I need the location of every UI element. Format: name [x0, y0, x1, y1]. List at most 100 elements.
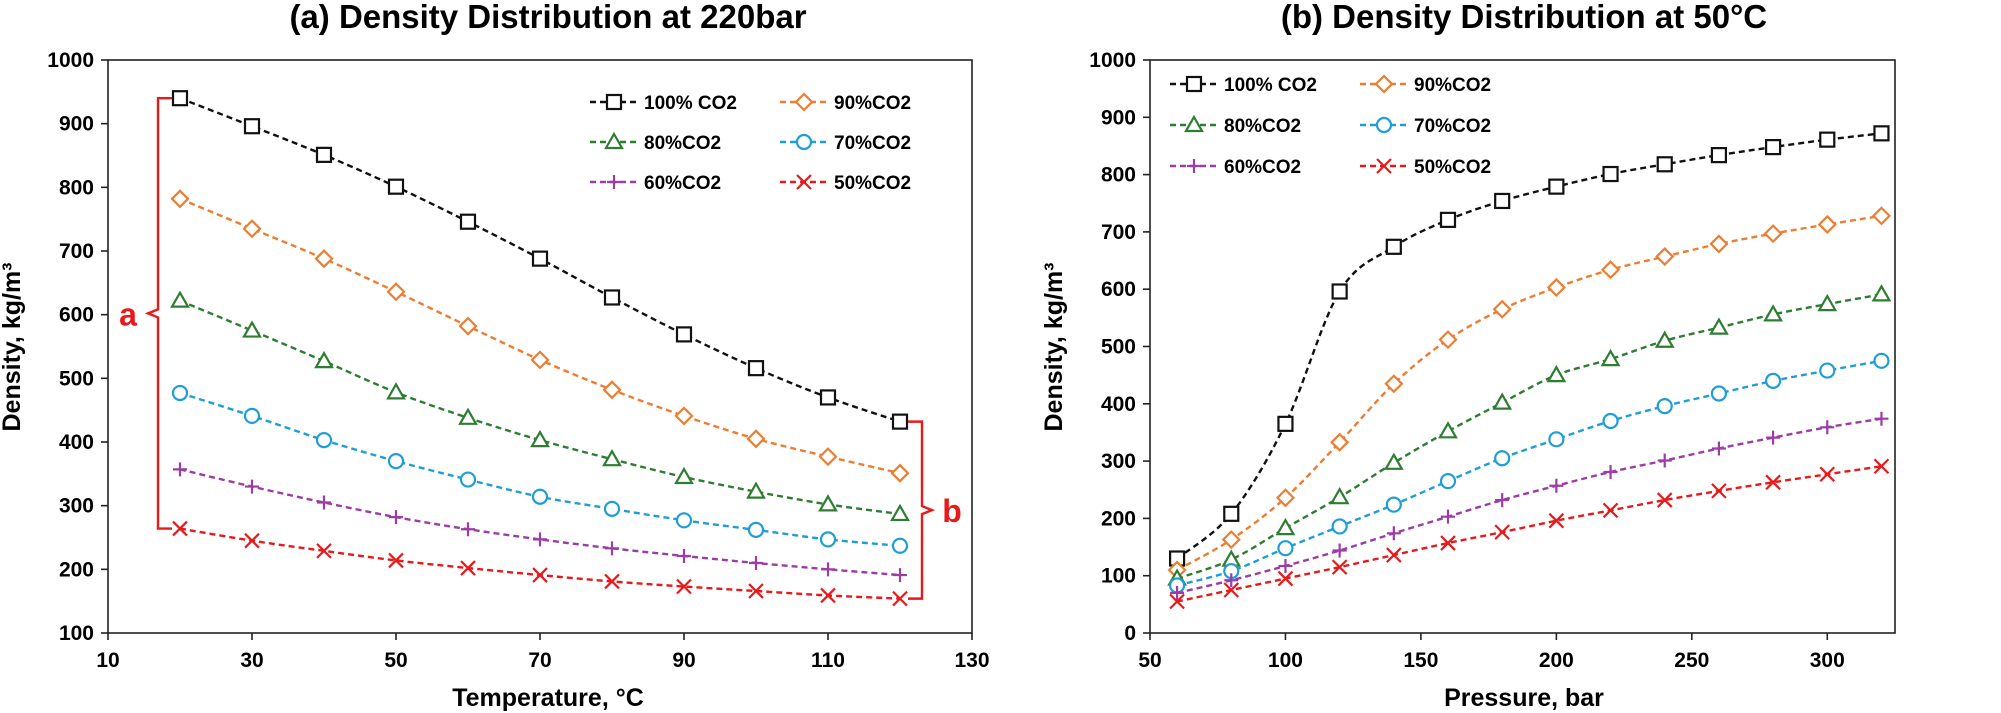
chart-b-data-point	[1386, 526, 1401, 541]
chart-b-data-point	[1819, 131, 1836, 148]
chart-a-data-point	[173, 462, 187, 477]
chart-b-legend-label: 70%CO2	[1414, 116, 1491, 137]
chart-a-data-point	[533, 532, 547, 547]
chart-a-data-point	[819, 531, 837, 548]
chart-a-data-point	[386, 382, 406, 400]
chart-a-data-point	[531, 488, 549, 505]
chart-b-data-point	[1223, 505, 1240, 522]
chart-b-y-tick-label: 800	[1101, 164, 1136, 187]
chart-b-data-point	[1765, 474, 1781, 491]
chart-b-data-point	[1494, 450, 1511, 467]
chart-b-data-point	[1386, 547, 1402, 563]
chart-a-x-tick-label: 70	[528, 649, 551, 672]
chart-a-data-point	[820, 587, 836, 604]
chart-b-legend-label: 50%CO2	[1414, 157, 1491, 178]
chart-b-data-point	[1277, 570, 1294, 587]
chart-b-y-tick-label: 700	[1101, 221, 1136, 244]
chart-b-data-point	[1331, 559, 1348, 575]
chart-a-title: (a) Density Distribution at 220bar	[289, 0, 806, 35]
chart-a-data-point	[674, 466, 694, 485]
chart-a-data-point	[746, 481, 766, 499]
chart-a-y-tick-label: 700	[59, 240, 94, 263]
chart-b-x-tick-label: 200	[1539, 649, 1574, 672]
chart-a-annotation-label-b: b	[942, 493, 962, 529]
chart-b-data-point	[1603, 464, 1618, 479]
chart-b-data-point	[1602, 165, 1619, 183]
chart-a-data-point	[314, 249, 334, 269]
chart-b-data-point	[1873, 125, 1890, 142]
chart-b-data-point	[1223, 582, 1240, 598]
chart-b-ylabel: Density, kg/m³	[1040, 262, 1068, 431]
chart-b-series-line	[1176, 465, 1882, 603]
chart-b-data-point	[1656, 492, 1673, 508]
chart-a-data-point	[315, 431, 333, 449]
chart-a-data-point	[676, 578, 692, 595]
chart-b-data-point	[1763, 224, 1783, 244]
chart-b-data-point	[1709, 317, 1729, 335]
chart-a-x-tick-label: 130	[954, 649, 989, 672]
chart-a-x-tick-label: 50	[384, 649, 407, 672]
chart-a-series-line	[179, 299, 901, 516]
chart-a-data-point	[677, 548, 691, 563]
chart-b-y-tick-label: 400	[1101, 393, 1136, 416]
chart-a-data-point	[674, 406, 694, 426]
chart-b-data-point	[1600, 348, 1621, 367]
chart-a-y-tick-label: 800	[59, 176, 94, 199]
chart-b-title: (b) Density Distribution at 50°C	[1281, 0, 1767, 35]
chart-a-data-point	[890, 503, 910, 522]
chart-b-data-point	[1169, 593, 1185, 610]
chart-a-data-point	[748, 583, 764, 599]
chart-b-y-tick-label: 600	[1101, 278, 1136, 301]
chart-a-data-point	[675, 326, 693, 343]
chart-a-data-point	[170, 290, 190, 308]
chart-a-y-tick-label: 1000	[47, 49, 94, 72]
chart-b-data-point	[1438, 330, 1458, 350]
chart-a-x-tick-label: 90	[672, 649, 695, 672]
chart-b-y-tick-label: 500	[1101, 336, 1136, 359]
chart-a: (a) Density Distribution at 220bar Tempe…	[0, 0, 990, 712]
chart-a-data-point	[605, 541, 619, 556]
chart-b-data-point	[1546, 364, 1567, 383]
chart-b-data-point	[1278, 558, 1293, 573]
chart-b-x-tick-label: 50	[1138, 649, 1161, 672]
chart-b-data-point	[1494, 524, 1510, 540]
chart-b-legend-label: 90%CO2	[1414, 75, 1491, 96]
chart-b-data-point	[1711, 483, 1727, 499]
chart-a-y-tick-label: 400	[59, 431, 94, 454]
chart-b-data-point	[1820, 420, 1835, 435]
chart-a-legend-marker	[607, 175, 621, 189]
chart-b-data-point	[1656, 397, 1673, 415]
chart-a-legend-marker	[795, 133, 813, 151]
chart-a-legend-marker	[796, 174, 812, 190]
chart-a-data-point	[892, 590, 908, 607]
chart-b-legend-label: 100% CO2	[1224, 75, 1317, 96]
chart-b-data-point	[1710, 385, 1728, 402]
chart-b-data-point	[1764, 138, 1782, 156]
chart-a-data-point	[458, 316, 478, 336]
chart-a-data-point	[746, 429, 766, 449]
chart-b-x-tick-label: 300	[1810, 649, 1845, 672]
chart-b-data-point	[1766, 430, 1781, 445]
chart-a-data-point	[891, 413, 909, 430]
chart-a-series-line	[179, 391, 901, 547]
chart-a-annotation-bracket-b	[908, 420, 936, 600]
chart-b-data-point	[1654, 330, 1675, 348]
chart-a-data-point	[821, 562, 835, 577]
chart-b-data-point	[1871, 284, 1892, 302]
chart-a-data-point	[532, 567, 548, 583]
chart-a-data-point	[893, 568, 907, 583]
chart-a-data-point	[819, 389, 837, 406]
chart-b-data-point	[1817, 293, 1838, 312]
chart-a-xlabel: Temperature, °C	[452, 684, 644, 712]
chart-b-data-point	[1495, 493, 1510, 508]
chart-b: (b) Density Distribution at 50°C Pressur…	[1040, 0, 1896, 712]
chart-a-data-point	[314, 350, 334, 369]
chart-a-data-point	[530, 350, 550, 370]
chart-b-data-point	[1224, 573, 1239, 588]
chart-b-data-point	[1600, 260, 1621, 280]
chart-b-legend-marker	[1187, 159, 1201, 173]
chart-b-y-tick-label: 300	[1101, 450, 1136, 473]
chart-a-data-point	[317, 495, 331, 510]
chart-b-data-point	[1546, 277, 1566, 298]
chart-a-data-point	[530, 429, 550, 448]
